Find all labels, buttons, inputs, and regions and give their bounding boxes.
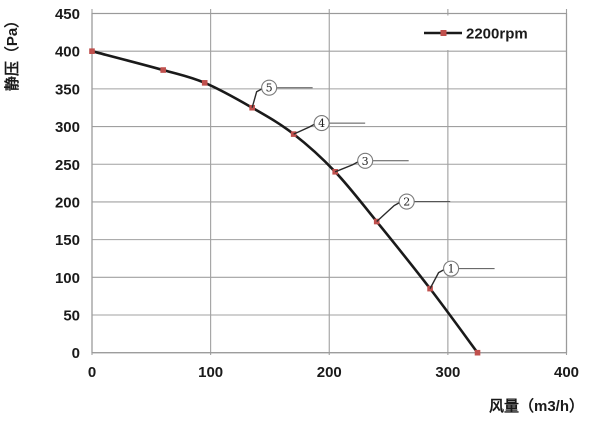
y-tick-label: 300: [55, 119, 80, 136]
data-point-marker: [474, 349, 481, 356]
y-tick-label: 400: [55, 44, 80, 61]
annotation-circle-3: [357, 152, 374, 169]
annotation-circle-1: [443, 260, 460, 277]
y-tick-label: 100: [55, 270, 80, 287]
y-tick-label: 450: [55, 6, 80, 23]
legend: 2200rpm: [414, 15, 566, 50]
annotation-circle-2: [398, 193, 415, 210]
x-tick-label: 100: [198, 364, 223, 381]
annotation-number-2: 2: [403, 196, 410, 209]
data-point-marker: [290, 131, 297, 137]
x-tick-label: 0: [88, 364, 96, 381]
annotation-number-3: 3: [362, 155, 369, 168]
callout-leader-line: [251, 88, 263, 108]
x-tick-label: 200: [317, 364, 342, 381]
plot-border: [91, 12, 568, 354]
annotation-number-4: 4: [318, 117, 325, 130]
y-tick-label: 350: [55, 81, 80, 98]
annotation-circle-4: [313, 115, 330, 132]
y-tick-label: 250: [55, 157, 80, 174]
annotation-number-5: 5: [266, 82, 273, 95]
annotation-number-1: 1: [448, 263, 455, 276]
legend-marker-sample: [440, 30, 447, 36]
axis-tick-labels: 450 400 350 300 250 200 150 100 50 00 100 200 300 400: [55, 6, 579, 381]
y-tick-label: 150: [55, 232, 80, 249]
callout-leader-line: [429, 269, 445, 289]
y-tick-label: 0: [72, 345, 80, 362]
data-point-marker: [201, 80, 208, 86]
data-point-marker: [427, 285, 433, 292]
callout-leader-line: [376, 201, 401, 223]
y-axis-title: 静压（Pa）: [3, 13, 21, 91]
y-tick-label: 200: [55, 194, 80, 211]
annotation-layer: 1 2 3 4 5: [251, 79, 495, 289]
gridlines: [91, 9, 568, 355]
callout-leader-line: [334, 161, 359, 173]
data-point-marker: [249, 104, 255, 111]
legend-series-label: 2200rpm: [466, 26, 528, 43]
data-point-marker: [89, 48, 95, 54]
x-axis-title: 风量（m3/h）: [489, 397, 584, 415]
y-tick-label: 50: [63, 308, 80, 325]
x-tick-label: 300: [435, 364, 460, 381]
data-point-marker: [160, 67, 166, 73]
x-tick-label: 400: [554, 364, 579, 381]
callout-leader-line: [293, 123, 315, 135]
annotation-circle-5: [261, 79, 278, 96]
plot-border-rect: [91, 12, 568, 354]
